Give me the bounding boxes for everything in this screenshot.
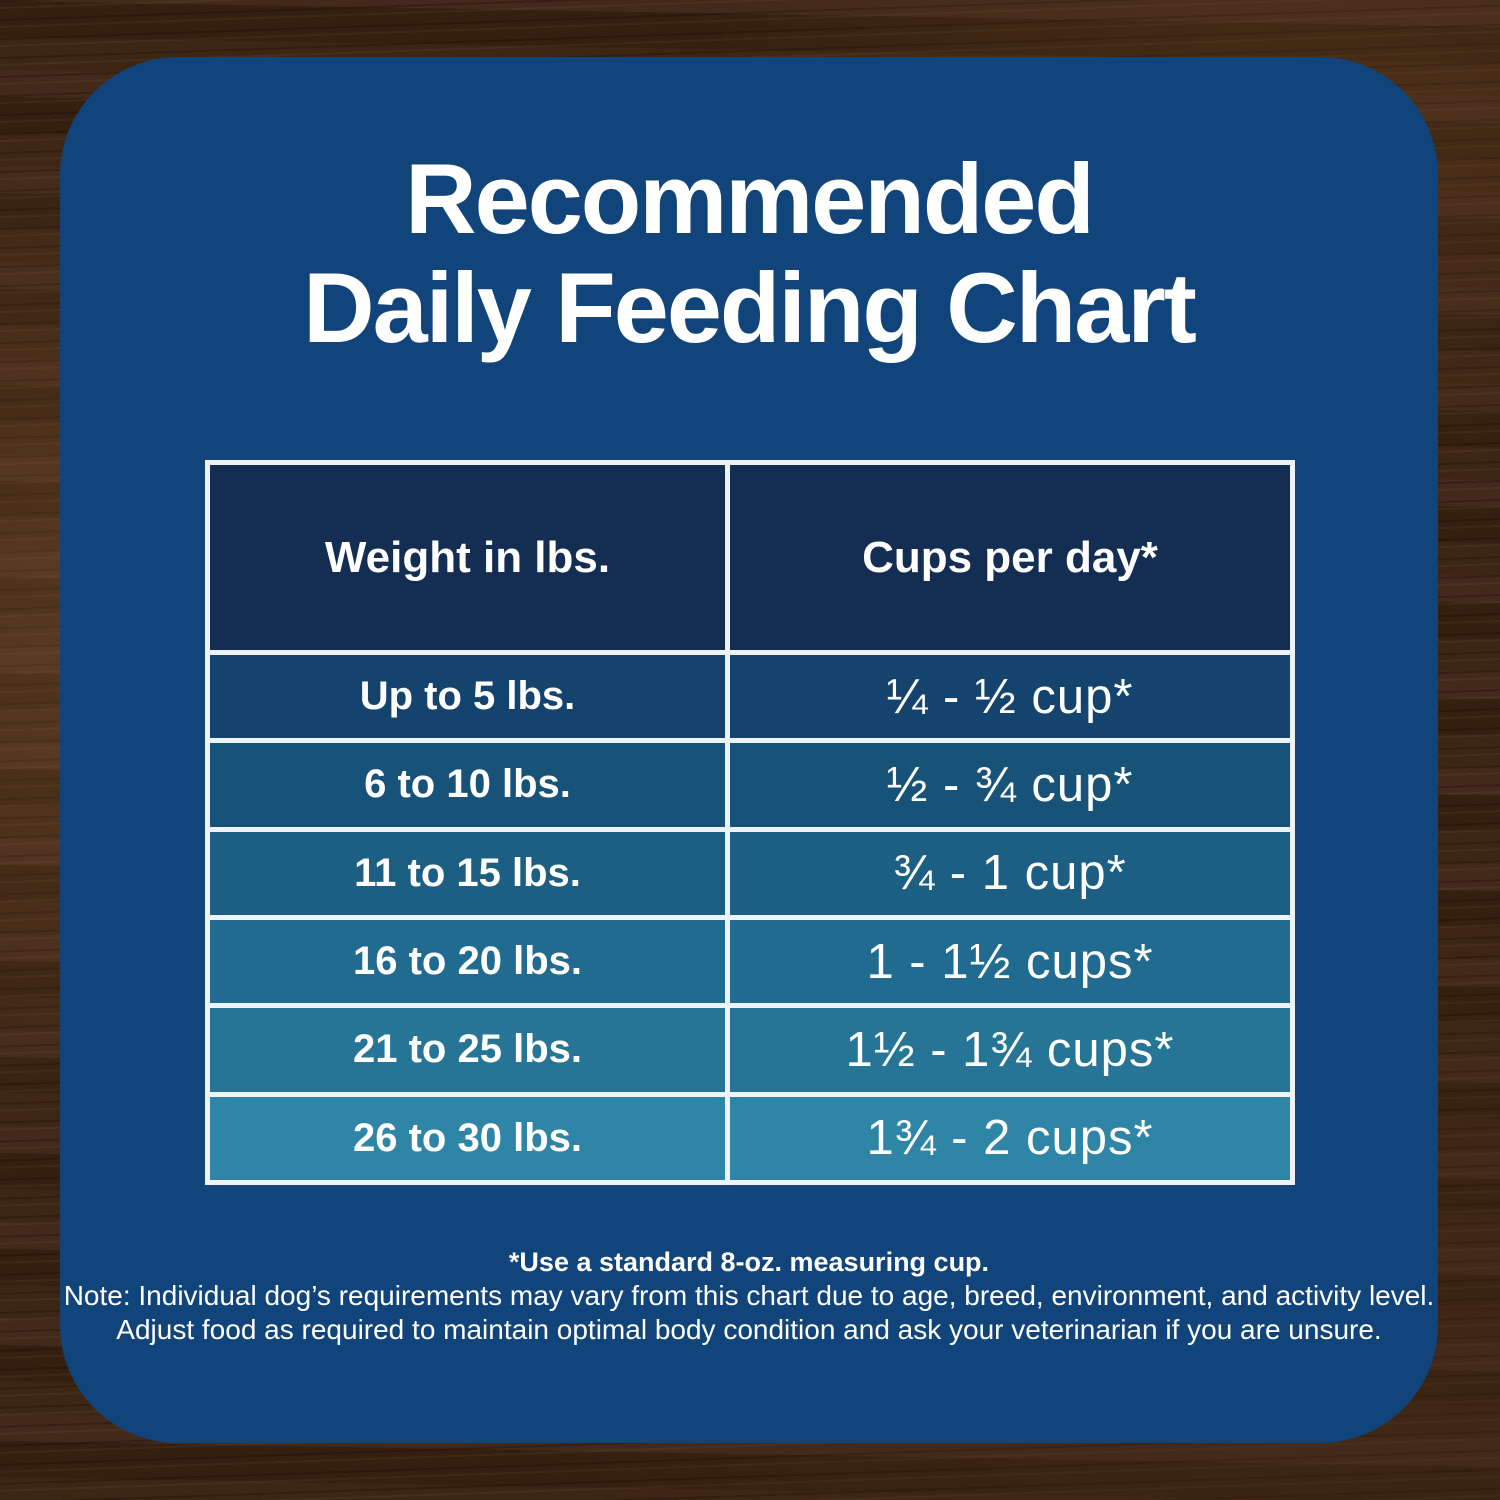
table-row: Up to 5 lbs. ¼ - ½ cup* xyxy=(210,650,1290,739)
weight-cell: 11 to 15 lbs. xyxy=(210,831,730,915)
table-header-row: Weight in lbs. Cups per day* xyxy=(210,465,1290,650)
weight-cell: 6 to 10 lbs. xyxy=(210,743,730,827)
cups-cell: 1¾ - 2 cups* xyxy=(866,1111,1154,1166)
footnote-measuring-cup: *Use a standard 8-oz. measuring cup. xyxy=(508,1247,990,1277)
cups-cell: ½ - ¾ cup* xyxy=(886,757,1134,812)
cups-cell: 1 - 1½ cups* xyxy=(866,934,1154,989)
feeding-table: Weight in lbs. Cups per day* Up to 5 lbs… xyxy=(205,460,1295,1185)
feeding-chart-card: Recommended Daily Feeding Chart Weight i… xyxy=(60,57,1438,1443)
weight-cell: Up to 5 lbs. xyxy=(210,655,730,739)
weight-cell: 26 to 30 lbs. xyxy=(210,1096,730,1180)
header-cell-cups: Cups per day* xyxy=(862,532,1158,582)
header-cell-weight: Weight in lbs. xyxy=(210,465,730,650)
table-row: 26 to 30 lbs. 1¾ - 2 cups* xyxy=(210,1091,1290,1180)
cups-cell: ¼ - ½ cup* xyxy=(886,669,1134,724)
cups-cell: 1½ - 1¾ cups* xyxy=(845,1022,1175,1077)
footnote-note-line-2: Adjust food as required to maintain opti… xyxy=(116,1314,1382,1345)
table-row: 21 to 25 lbs. 1½ - 1¾ cups* xyxy=(210,1003,1290,1092)
chart-title-line-2: Daily Feeding Chart xyxy=(303,251,1197,363)
table-row: 11 to 15 lbs. ¾ - 1 cup* xyxy=(210,826,1290,915)
chart-title-line-1: Recommended xyxy=(405,143,1095,254)
chart-title: Recommended Daily Feeding Chart xyxy=(60,143,1438,363)
cups-cell: ¾ - 1 cup* xyxy=(893,846,1127,901)
footnotes: *Use a standard 8-oz. measuring cup. Not… xyxy=(60,1245,1438,1347)
table-row: 6 to 10 lbs. ½ - ¾ cup* xyxy=(210,738,1290,827)
footnote-note-line-1: Note: Individual dog’s requirements may … xyxy=(63,1280,1435,1311)
weight-cell: 21 to 25 lbs. xyxy=(210,1008,730,1092)
table-row: 16 to 20 lbs. 1 - 1½ cups* xyxy=(210,914,1290,1004)
weight-cell: 16 to 20 lbs. xyxy=(210,919,730,1004)
